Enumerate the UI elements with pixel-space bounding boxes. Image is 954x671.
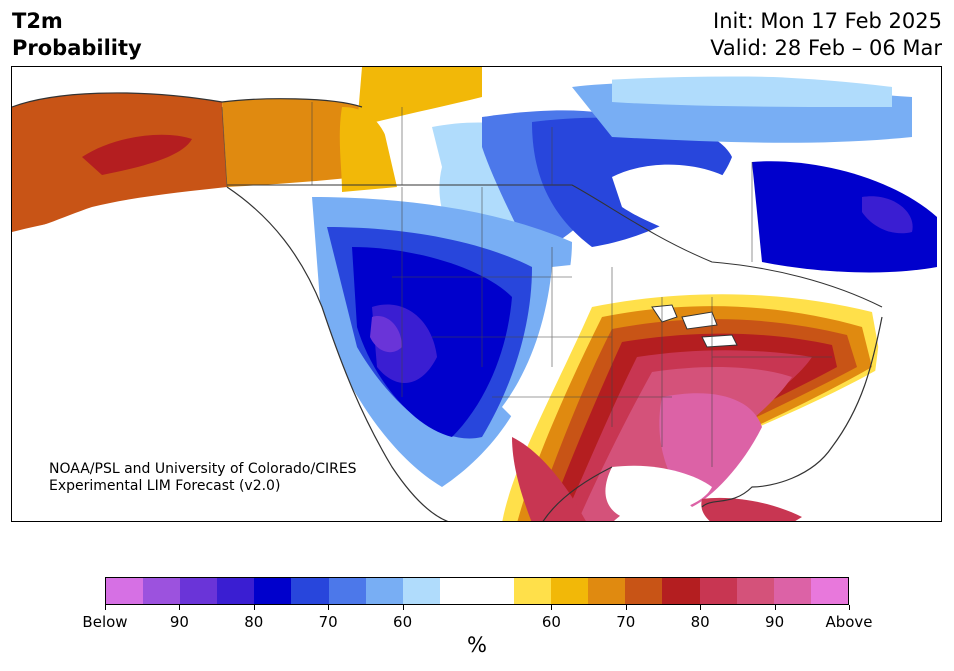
pacific-ocean xyxy=(12,192,431,521)
great-lakes xyxy=(651,304,738,348)
colorbar-segment xyxy=(402,578,440,604)
colorbar-segment xyxy=(551,578,589,604)
coastline-east xyxy=(542,316,883,521)
credit-line-2: Experimental LIM Forecast (v2.0) xyxy=(49,478,281,494)
california-violet xyxy=(370,316,402,353)
valid-range: Valid: 28 Feb – 06 Mar xyxy=(710,36,942,60)
colorbar-segment xyxy=(662,578,700,604)
colorbar-tick-label: 80 xyxy=(244,613,264,631)
colorbar-segment xyxy=(439,578,477,604)
probability-colorbar xyxy=(105,577,849,605)
quebec-deep-blue xyxy=(752,161,937,273)
colorbar-tick-mark xyxy=(625,605,627,610)
forecast-dates: Init: Mon 17 Feb 2025 Valid: 28 Feb – 06… xyxy=(710,8,942,62)
colorbar-segment xyxy=(736,578,774,604)
colorbar-unit: % xyxy=(467,633,487,657)
colorbar-tick-label: 80 xyxy=(690,613,710,631)
us-canada-border xyxy=(227,184,883,308)
colorbar-tick-mark xyxy=(328,605,330,610)
colorbar-segment xyxy=(514,578,552,604)
title-type: Probability xyxy=(12,36,142,60)
hudson-bay xyxy=(612,164,746,252)
alaska-core xyxy=(82,134,192,175)
colorbar-tick-mark xyxy=(849,605,850,610)
arctic-ocean xyxy=(482,67,941,87)
colorbar-tick-mark xyxy=(179,605,181,610)
colorbar-segment xyxy=(180,578,218,604)
colorbar-segment xyxy=(217,578,255,604)
atlantic-ocean xyxy=(813,317,941,521)
colorbar-tick-label: 60 xyxy=(393,613,413,631)
northwest-warm xyxy=(222,98,362,187)
colorbar-segment xyxy=(365,578,403,604)
colorbar-segment xyxy=(106,578,144,604)
colorbar-tick-label: 90 xyxy=(765,613,785,631)
canada-province-borders xyxy=(221,102,753,262)
colorbar-segment xyxy=(625,578,663,604)
state-borders xyxy=(392,187,832,467)
labrador-core xyxy=(862,196,913,234)
colorbar-segment xyxy=(699,578,737,604)
init-date: Init: Mon 17 Feb 2025 xyxy=(713,9,942,33)
arctic-islands-light xyxy=(612,75,892,107)
colorbar-segment xyxy=(810,578,848,604)
colorbar-tick-mark xyxy=(105,605,106,610)
colorbar-tick-label: 60 xyxy=(541,613,561,631)
map-canvas xyxy=(12,67,941,521)
central-canada-yellow xyxy=(339,107,397,192)
colorbar-tick-label: Above xyxy=(825,613,873,631)
title-variable: T2m xyxy=(12,9,63,33)
coastline-west xyxy=(12,92,449,521)
colorbar-tick-mark xyxy=(551,605,553,610)
colorbar-tick-label: 70 xyxy=(616,613,636,631)
gulf-of-mexico xyxy=(605,465,712,517)
arctic-yellow xyxy=(357,67,482,127)
colorbar-tick-mark xyxy=(774,605,776,610)
credit-line-1: NOAA/PSL and University of Colorado/CIRE… xyxy=(49,461,357,477)
colorbar-tick-label: Below xyxy=(82,613,128,631)
colorbar-segment xyxy=(476,578,515,604)
colorbar-tick-mark xyxy=(402,605,404,610)
colorbar-segment xyxy=(254,578,292,604)
colorbar-segment xyxy=(588,578,626,604)
mexico-warm xyxy=(512,437,586,521)
colorbar-tick-label: 70 xyxy=(318,613,338,631)
colorbar-tick-label: 90 xyxy=(169,613,189,631)
credit-text: NOAA/PSL and University of Colorado/CIRE… xyxy=(49,461,357,495)
probability-map xyxy=(11,66,942,522)
cuba-warm xyxy=(701,497,802,521)
colorbar-tick-mark xyxy=(253,605,255,610)
colorbar-segment xyxy=(773,578,811,604)
colorbar-segment xyxy=(328,578,366,604)
colorbar-tick-mark xyxy=(700,605,702,610)
map-title: T2m Probability xyxy=(12,8,142,62)
colorbar-segment xyxy=(291,578,329,604)
colorbar-segment xyxy=(143,578,181,604)
